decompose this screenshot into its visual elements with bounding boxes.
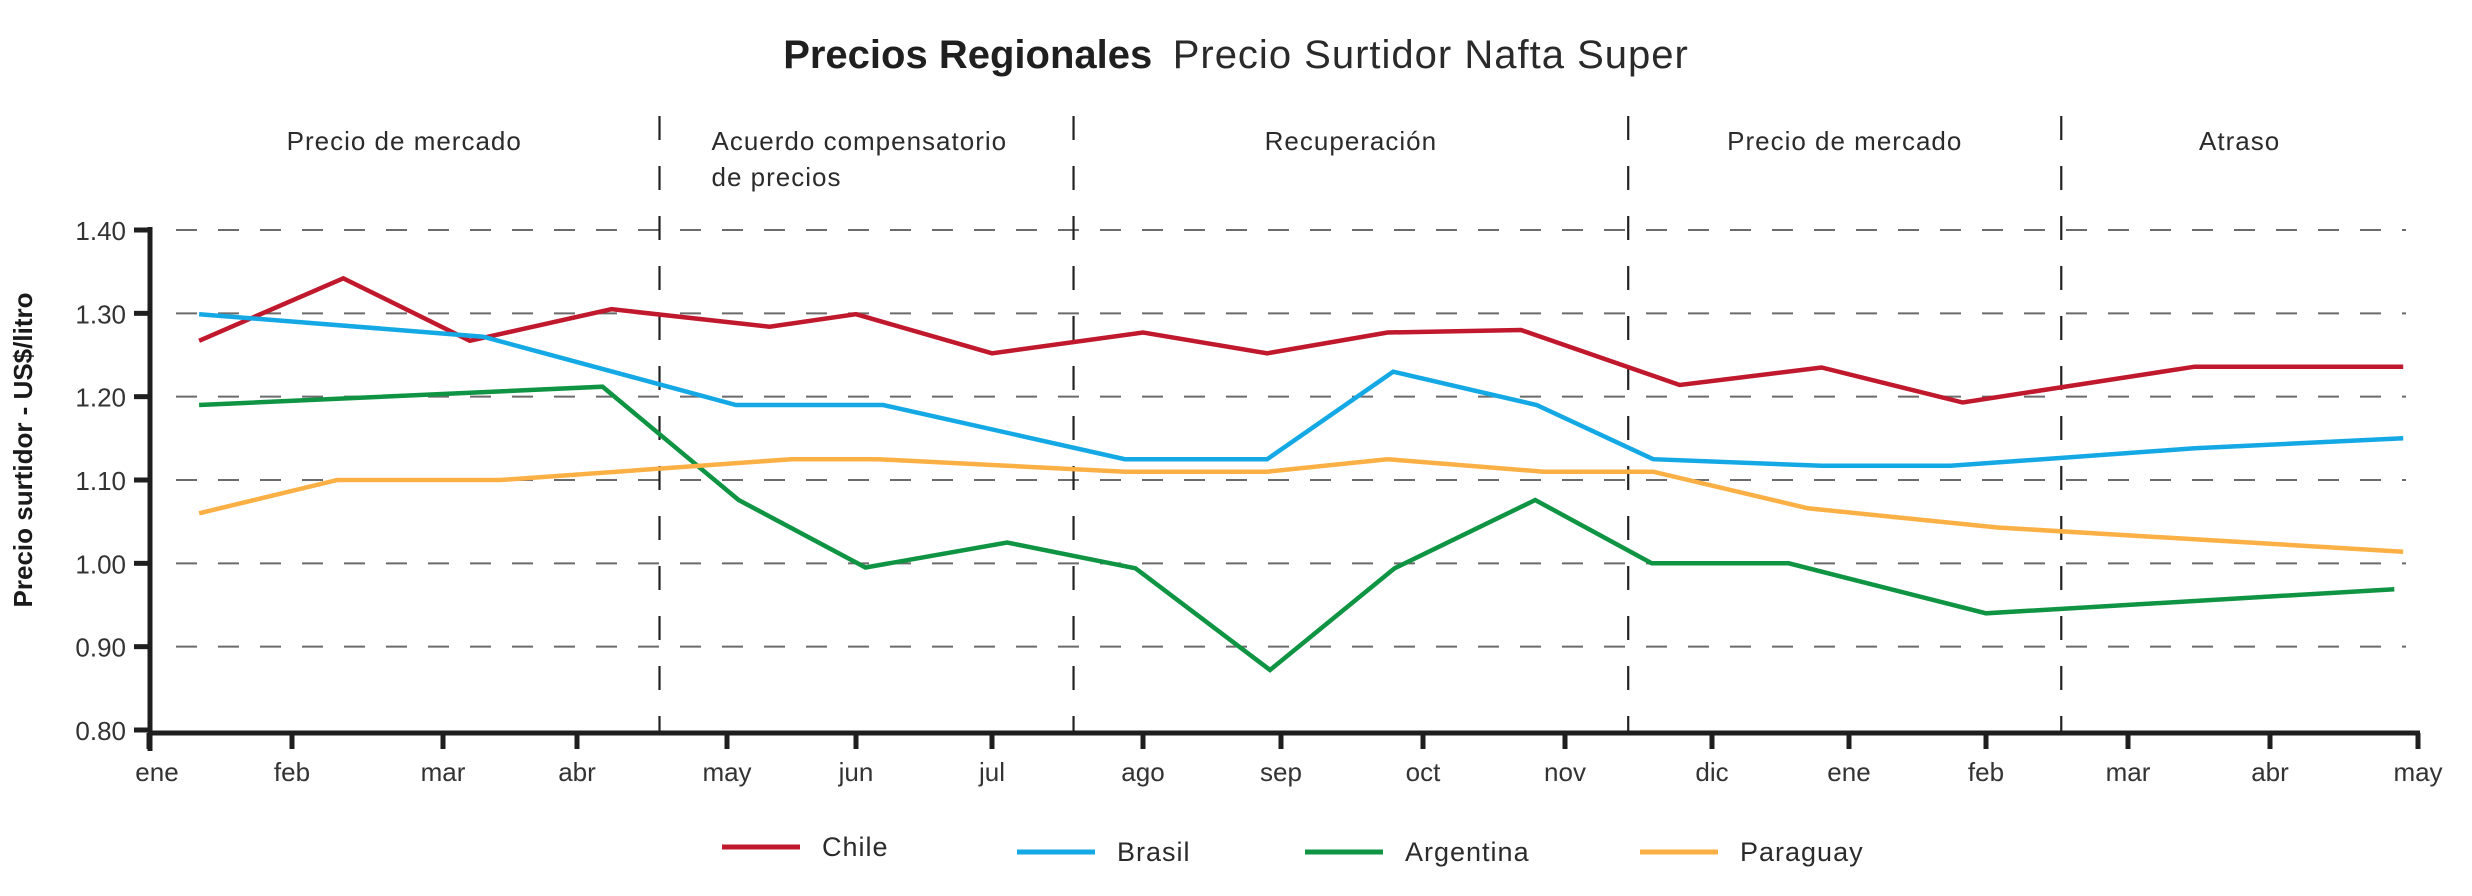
period-label-line: de precios [712,162,842,192]
x-tick-label: mar [421,757,466,787]
x-tick-label: abr [558,757,596,787]
legend-label: Paraguay [1740,837,1864,867]
period-label-line: Atraso [2199,126,2280,156]
x-tick-label: may [702,757,751,787]
gridlines [176,229,2406,648]
x-tick-label: ago [1121,757,1164,787]
legend-label: Brasil [1117,837,1191,867]
period-label: Atraso [2199,126,2280,156]
x-tick-label: sep [1260,757,1302,787]
series-line-paraguay [198,456,2404,554]
x-tick-label: feb [274,757,310,787]
period-label-line: Acuerdo compensatorio [712,126,1008,156]
series-line-argentina [198,384,2395,673]
x-tick-label: may [2393,757,2442,787]
x-tick-label: mar [2106,757,2151,787]
series-lines [198,275,2404,673]
x-tick-label: ene [1827,757,1870,787]
x-tick-label: dic [1695,757,1728,787]
y-tick-label: 0.80 [75,716,126,746]
period-label: Recuperación [1265,126,1437,156]
period-label: Precio de mercado [1727,126,1962,156]
period-labels: Precio de mercado Acuerdo compensatorio de… [287,126,2280,192]
period-label-line: Recuperación [1265,126,1437,156]
legend-label: Argentina [1405,837,1530,867]
period-dividers [658,116,2063,733]
series-line-chile [198,275,2404,405]
x-tick-label: jul [978,757,1005,787]
x-axis-ticks: ene feb mar abr may jun jul ago sep oct nov dic ene f… [135,733,2443,787]
y-tick-label: 1.40 [75,216,126,246]
period-label: Acuerdo compensatorio de precios [712,126,1008,192]
y-tick-label: 1.20 [75,383,126,413]
y-axis-label: Precio surtidor - US$/litro [8,293,38,608]
y-axis-ticks: 1.40 1.30 1.20 1.10 1.00 0.90 0.80 [75,216,150,746]
x-tick-label: abr [2251,757,2289,787]
chart-title: Precios Regionales Precio Surtidor Nafta… [783,33,1689,77]
period-label: Precio de mercado [287,126,522,156]
axes [147,227,2420,751]
legend-item-brasil: Brasil [1017,837,1191,867]
legend-label: Chile [822,832,889,862]
chart-subtitle: Precio Surtidor Nafta Super [1173,33,1689,77]
x-tick-label: oct [1406,757,1441,787]
x-tick-label: jun [838,757,874,787]
y-tick-label: 1.10 [75,466,126,496]
period-label-line: Precio de mercado [287,126,522,156]
x-tick-label: nov [1544,757,1586,787]
x-tick-label: ene [135,757,178,787]
period-label-line: Precio de mercado [1727,126,1962,156]
y-tick-label: 1.30 [75,299,126,329]
series-line-brasil [198,311,2404,469]
legend: Chile Brasil Argentina Paraguay [722,832,1864,867]
x-tick-label: feb [1968,757,2004,787]
y-tick-label: 0.90 [75,633,126,663]
legend-item-argentina: Argentina [1305,837,1530,867]
y-tick-label: 1.00 [75,549,126,579]
legend-item-paraguay: Paraguay [1640,837,1864,867]
legend-item-chile: Chile [722,832,889,862]
chart-title-main: Precios Regionales [783,33,1152,77]
